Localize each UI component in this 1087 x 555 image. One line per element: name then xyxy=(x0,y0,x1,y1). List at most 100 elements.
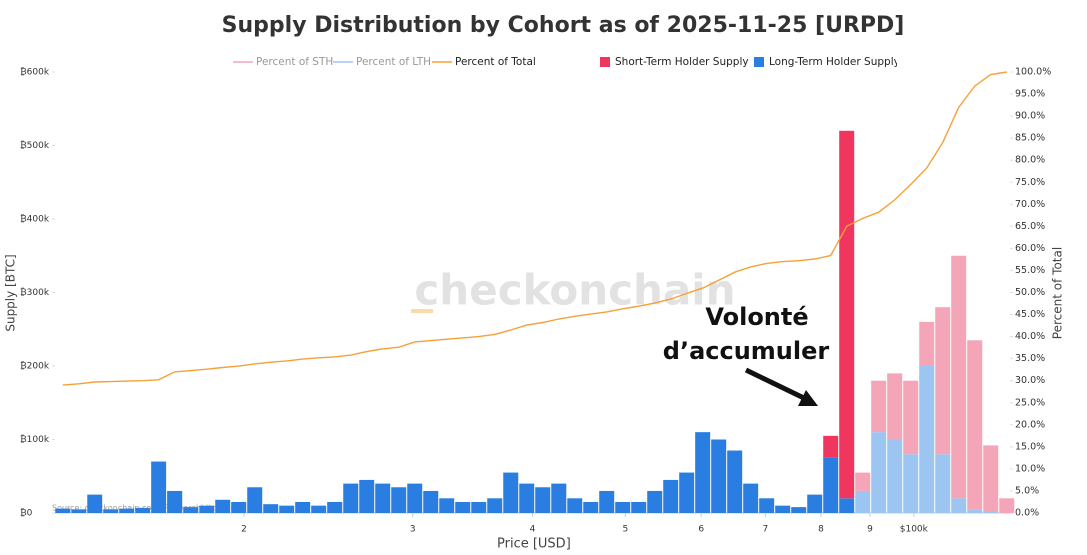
bar xyxy=(839,498,855,513)
y2-tick-label: 70.0% xyxy=(1015,199,1045,210)
bar xyxy=(855,472,871,491)
bar xyxy=(151,461,167,513)
y2-tick-label: 95.0% xyxy=(1015,89,1045,100)
bar xyxy=(343,483,359,513)
bar xyxy=(167,490,183,513)
x-tick-label: 2 xyxy=(241,525,247,535)
y2-tick-label: 0.0% xyxy=(1015,508,1039,519)
x-tick-label: 3 xyxy=(410,525,416,535)
bar xyxy=(695,432,711,513)
bar xyxy=(919,366,935,513)
annotation-arrowhead xyxy=(798,390,818,406)
bar xyxy=(871,380,887,433)
bar xyxy=(487,498,503,513)
bar xyxy=(391,487,407,513)
y2-tick-label: 85.0% xyxy=(1015,133,1045,144)
y2-tick-label: 55.0% xyxy=(1015,265,1045,276)
bar xyxy=(887,373,903,440)
y-tick-label: ₿500k xyxy=(20,140,50,151)
bar xyxy=(663,479,679,513)
x-tick-label: 6 xyxy=(698,525,704,535)
bar xyxy=(967,509,983,513)
bar xyxy=(103,509,119,513)
y2-tick-label: 25.0% xyxy=(1015,397,1045,408)
y-tick-label: ₿600k xyxy=(20,67,50,78)
y-tick-label: ₿100k xyxy=(20,434,50,445)
y-tick-label: ₿400k xyxy=(20,214,50,225)
bar xyxy=(71,509,87,513)
chart-title: Supply Distribution by Cohort as of 2025… xyxy=(222,13,905,38)
y-axis-label: Supply [BTC] xyxy=(4,254,18,331)
bar xyxy=(839,130,855,499)
x-tick-label: 8 xyxy=(818,525,824,535)
y2-tick-label: 40.0% xyxy=(1015,331,1045,342)
bar xyxy=(87,494,103,513)
bar xyxy=(423,490,439,513)
legend-label: Long-Term Holder Supply xyxy=(769,56,900,68)
bar xyxy=(199,505,215,513)
y2-tick-label: 45.0% xyxy=(1015,309,1045,320)
annotation-arrow xyxy=(744,367,810,403)
bar xyxy=(647,490,663,513)
annotation: Volonté xyxy=(705,303,808,331)
y2-tick-label: 65.0% xyxy=(1015,221,1045,232)
bar xyxy=(903,454,919,513)
bar xyxy=(759,498,775,513)
legend-clip xyxy=(897,52,937,72)
bar xyxy=(871,432,887,513)
bar xyxy=(247,487,263,513)
bar xyxy=(935,307,951,455)
y2-tick-label: 10.0% xyxy=(1015,463,1045,474)
legend-swatch xyxy=(600,57,610,67)
bar xyxy=(807,494,823,513)
watermark: checkonchain xyxy=(414,266,735,315)
legend-label: Percent of LTH xyxy=(356,56,431,68)
x-tick-label: 7 xyxy=(763,525,769,535)
bar xyxy=(455,501,471,513)
bar xyxy=(855,490,871,513)
y2-tick-label: 15.0% xyxy=(1015,441,1045,452)
bar xyxy=(119,508,135,513)
y2-tick-label: 80.0% xyxy=(1015,155,1045,166)
bar xyxy=(903,380,919,455)
bar xyxy=(999,498,1015,513)
bar xyxy=(295,501,311,513)
y2-tick-label: 50.0% xyxy=(1015,287,1045,298)
bar xyxy=(599,490,615,513)
bar xyxy=(615,501,631,513)
bar xyxy=(583,501,599,513)
legend-label: Short-Term Holder Supply xyxy=(615,56,749,68)
bar xyxy=(567,498,583,513)
bar xyxy=(823,457,839,513)
bar xyxy=(551,483,567,513)
bar xyxy=(439,498,455,513)
bar xyxy=(375,483,391,513)
line xyxy=(62,71,1007,386)
y2-tick-label: 100.0% xyxy=(1015,67,1051,78)
bar xyxy=(775,505,791,513)
bar xyxy=(951,255,967,499)
bar xyxy=(791,507,807,513)
bar xyxy=(503,472,519,513)
bar xyxy=(279,505,295,513)
x-axis-label: Price [USD] xyxy=(497,537,571,552)
bar xyxy=(887,439,903,513)
bar xyxy=(215,499,231,513)
bar xyxy=(327,501,343,513)
y2-tick-label: 90.0% xyxy=(1015,111,1045,122)
bar xyxy=(55,508,71,513)
bar xyxy=(263,504,279,513)
bar xyxy=(711,439,727,513)
x-tick-label: 4 xyxy=(530,525,536,535)
watermark-mark xyxy=(411,309,433,313)
y2-tick-label: 30.0% xyxy=(1015,375,1045,386)
x-tick-label: $100k xyxy=(900,525,929,535)
legend-label: Percent of STH xyxy=(256,56,333,68)
bar xyxy=(471,501,487,513)
bar xyxy=(743,483,759,513)
y2-tick-label: 20.0% xyxy=(1015,419,1045,430)
y2-axis-label: Percent of Total xyxy=(1051,247,1065,339)
bar xyxy=(311,505,327,513)
bar xyxy=(919,321,935,366)
